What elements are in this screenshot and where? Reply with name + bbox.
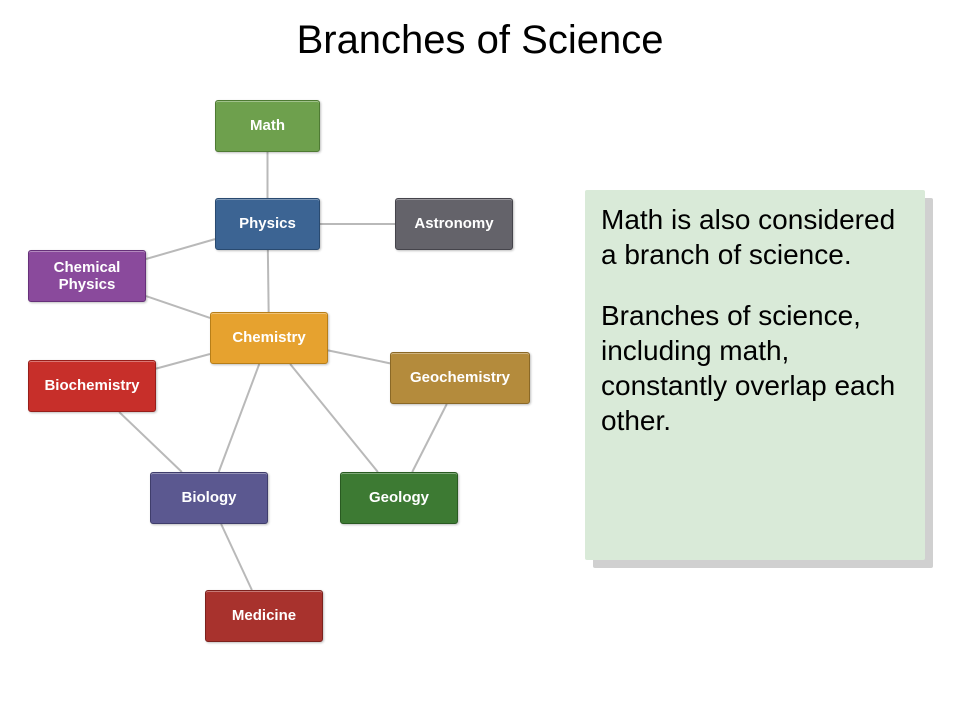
callout-paragraph: Branches of science, including math, con… [601, 298, 909, 438]
node-chemphys: ChemicalPhysics [28, 250, 146, 302]
diagram-edge [268, 250, 269, 312]
callout-box: Math is also considered a branch of scie… [585, 190, 925, 560]
branches-diagram: Math Physics Astronomy ChemicalPhysics Chemi… [10, 80, 570, 700]
node-geology: Geology [340, 472, 458, 524]
node-biology: Biology [150, 472, 268, 524]
diagram-edge [156, 354, 210, 369]
node-chemistry: Chemistry [210, 312, 328, 364]
diagram-edge [328, 350, 390, 363]
diagram-edge [119, 412, 182, 472]
diagram-edge [412, 404, 447, 472]
page-title: Branches of Science [0, 18, 960, 63]
node-math: Math [215, 100, 320, 152]
diagram-edge [221, 524, 252, 590]
diagram-edge [290, 364, 378, 472]
node-geochem: Geochemistry [390, 352, 530, 404]
node-biochem: Biochemistry [28, 360, 156, 412]
callout-paragraph: Math is also considered a branch of scie… [601, 202, 909, 272]
diagram-edge [219, 364, 260, 472]
diagram-edge [146, 296, 210, 318]
node-medicine: Medicine [205, 590, 323, 642]
node-astronomy: Astronomy [395, 198, 513, 250]
node-physics: Physics [215, 198, 320, 250]
diagram-edge [146, 239, 215, 259]
